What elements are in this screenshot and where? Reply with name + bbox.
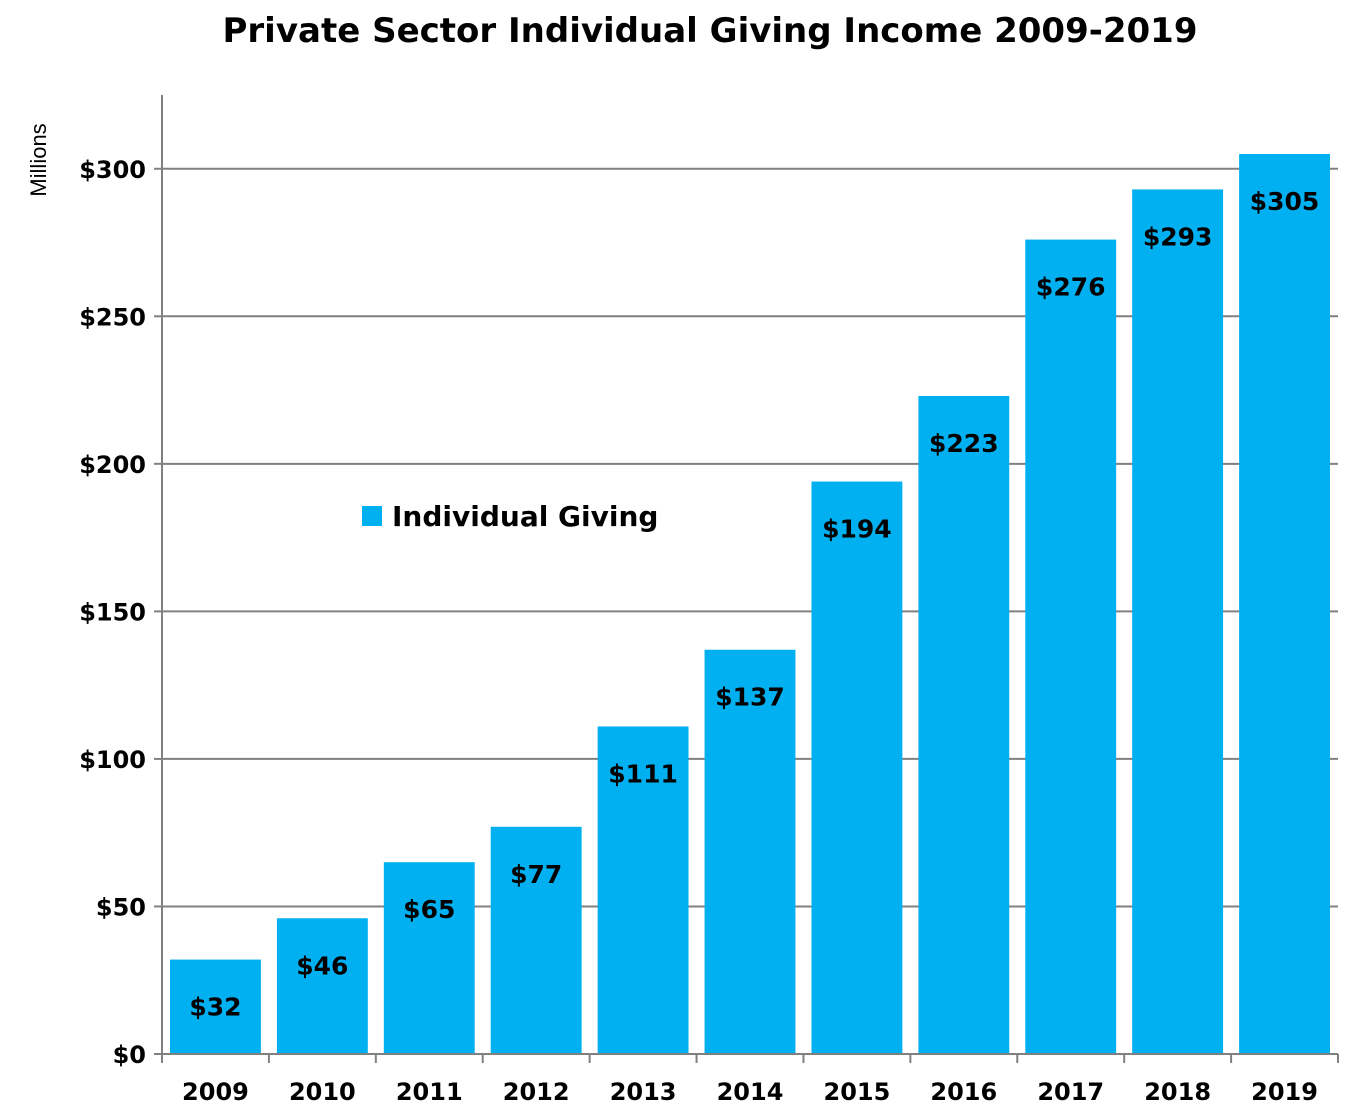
x-tick-label: 2014 bbox=[717, 1078, 784, 1106]
data-label: $65 bbox=[403, 895, 455, 924]
legend-swatch bbox=[362, 506, 382, 526]
x-tick-label: 2017 bbox=[1037, 1078, 1104, 1106]
x-tick-label: 2011 bbox=[396, 1078, 463, 1106]
data-labels: $32 $46 $65 $77 $111 $137 $194 $223 $276 $293 $305 bbox=[189, 187, 1319, 1022]
data-label: $194 bbox=[822, 515, 892, 544]
bar bbox=[490, 826, 582, 1054]
data-label: $111 bbox=[608, 759, 678, 788]
bar bbox=[597, 726, 689, 1054]
y-tick-label: $300 bbox=[79, 156, 146, 184]
y-axis-label: Millions bbox=[26, 123, 51, 196]
y-tick-label: $0 bbox=[113, 1041, 146, 1069]
bar bbox=[276, 918, 368, 1054]
chart-title: Private Sector Individual Giving Income … bbox=[223, 11, 1198, 51]
data-label: $223 bbox=[929, 429, 999, 458]
bar bbox=[1025, 239, 1117, 1054]
data-label: $32 bbox=[189, 993, 241, 1022]
data-label: $46 bbox=[296, 951, 348, 980]
data-label: $293 bbox=[1143, 222, 1213, 251]
x-tick-label: 2010 bbox=[289, 1078, 356, 1106]
axes bbox=[161, 95, 1338, 1055]
data-label: $305 bbox=[1250, 187, 1320, 216]
legend: Individual Giving bbox=[362, 500, 658, 533]
tick-labels: $0 $50 $100 $150 $200 $250 $300 2009 2010 2011 201… bbox=[79, 156, 1339, 1106]
data-label: $137 bbox=[715, 683, 785, 712]
data-label: $276 bbox=[1036, 273, 1106, 302]
bar bbox=[811, 481, 903, 1054]
bars bbox=[170, 154, 1330, 1054]
legend-label: Individual Giving bbox=[392, 500, 658, 533]
x-tick-label: 2018 bbox=[1144, 1078, 1211, 1106]
y-tick-label: $150 bbox=[79, 598, 146, 626]
x-tick-label: 2013 bbox=[610, 1078, 677, 1106]
y-tick-label: $250 bbox=[79, 303, 146, 331]
x-tick-label: 2016 bbox=[930, 1078, 997, 1106]
x-tick-label: 2009 bbox=[182, 1078, 249, 1106]
bar bbox=[1132, 189, 1224, 1054]
y-tick-label: $100 bbox=[79, 746, 146, 774]
bar bbox=[918, 395, 1010, 1054]
bar bbox=[1239, 154, 1330, 1054]
y-tick-label: $50 bbox=[96, 893, 146, 921]
x-tick-label: 2012 bbox=[503, 1078, 570, 1106]
data-label: $77 bbox=[510, 860, 562, 889]
bar bbox=[170, 959, 261, 1054]
y-tick-label: $200 bbox=[79, 451, 146, 479]
x-tick-label: 2019 bbox=[1251, 1078, 1318, 1106]
bar bbox=[704, 649, 796, 1054]
bar bbox=[383, 862, 475, 1054]
x-tick-label: 2015 bbox=[824, 1078, 891, 1106]
